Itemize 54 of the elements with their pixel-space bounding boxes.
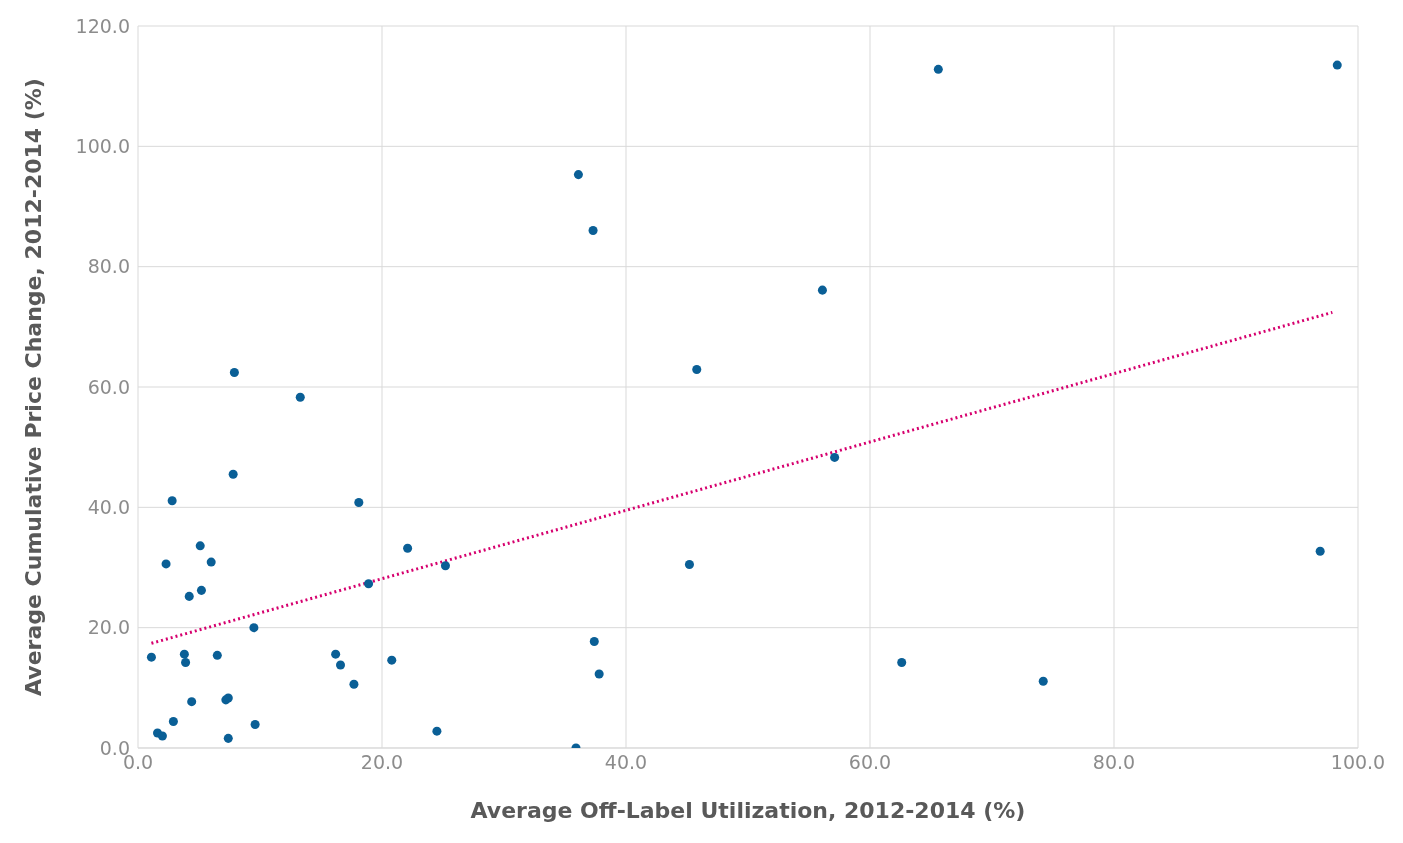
x-axis-title: Average Off-Label Utilization, 2012-2014 (%) xyxy=(470,798,1026,823)
point xyxy=(157,731,167,741)
point xyxy=(933,64,943,74)
x-tick-label: 60.0 xyxy=(848,751,892,774)
point xyxy=(187,697,197,707)
y-tick-label: 40.0 xyxy=(87,496,130,519)
point xyxy=(830,452,840,462)
point xyxy=(228,469,238,479)
y-tick-label: 20.0 xyxy=(87,616,130,639)
y-tick-label: 80.0 xyxy=(87,255,130,278)
point xyxy=(1332,60,1342,70)
point xyxy=(196,585,206,595)
point xyxy=(1315,546,1325,556)
point xyxy=(403,543,413,553)
y-tick-label: 60.0 xyxy=(87,375,130,398)
x-tick-label: 40.0 xyxy=(604,751,648,774)
point xyxy=(249,623,259,633)
point xyxy=(387,655,397,665)
point xyxy=(440,561,450,571)
point xyxy=(206,557,216,567)
y-tick-label: 100.0 xyxy=(75,135,130,158)
point xyxy=(212,650,222,660)
point xyxy=(1038,676,1048,686)
point xyxy=(594,669,604,679)
point xyxy=(684,559,694,569)
point xyxy=(432,726,442,736)
point xyxy=(223,733,233,743)
point xyxy=(168,717,178,727)
point xyxy=(331,649,341,659)
point xyxy=(349,679,359,689)
point xyxy=(354,498,364,508)
point xyxy=(295,392,305,402)
x-tick-label: 80.0 xyxy=(1092,751,1136,774)
point xyxy=(195,541,205,551)
point xyxy=(250,720,260,730)
point xyxy=(181,658,191,668)
point xyxy=(167,496,177,506)
point xyxy=(692,365,702,375)
point xyxy=(161,559,171,569)
point xyxy=(146,652,156,662)
point xyxy=(589,637,599,647)
point xyxy=(573,170,583,180)
point xyxy=(184,591,194,601)
point xyxy=(229,368,239,378)
point xyxy=(364,579,374,589)
point xyxy=(588,226,598,236)
point xyxy=(179,649,189,659)
point xyxy=(336,660,346,670)
y-tick-label: 120.0 xyxy=(75,14,130,37)
point xyxy=(897,658,907,668)
y-axis-title: Average Cumulative Price Change, 2012-2014 (%) xyxy=(20,78,46,696)
x-tick-label: 20.0 xyxy=(360,751,404,774)
x-tick-label: 100.0 xyxy=(1330,751,1386,774)
point xyxy=(817,285,827,295)
